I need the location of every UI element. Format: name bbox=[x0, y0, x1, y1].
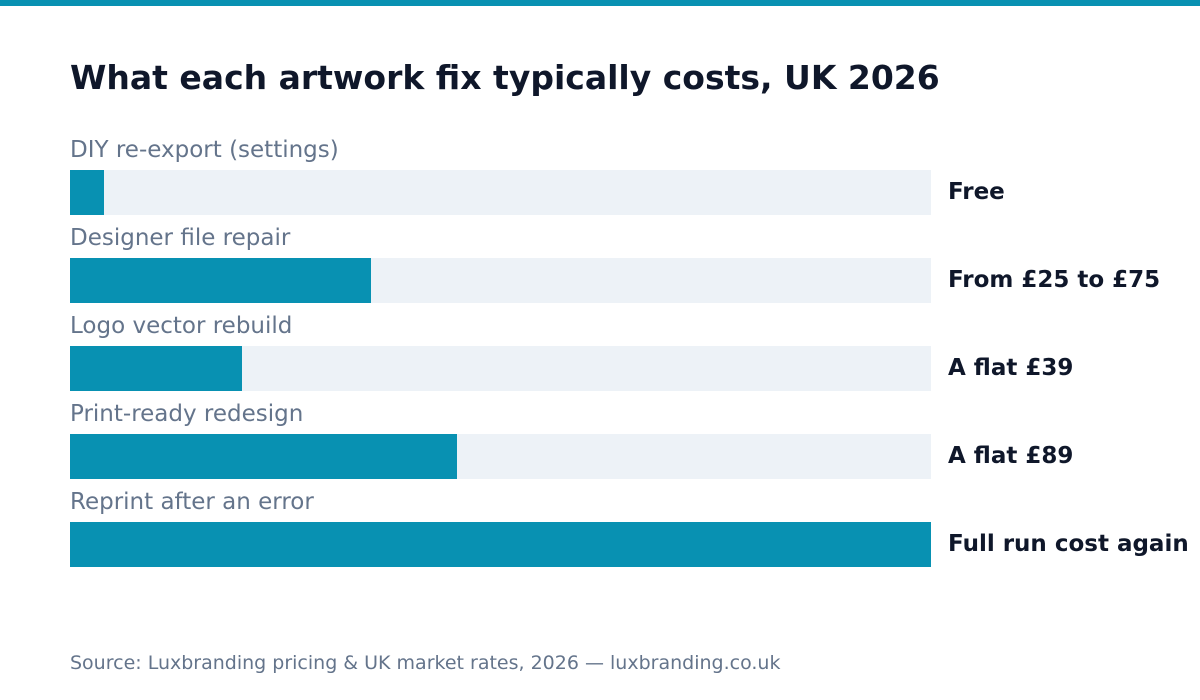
bar-chart: DIY re-export (settings) Free Designer f… bbox=[70, 132, 1200, 572]
bar-row: Reprint after an error Full run cost aga… bbox=[70, 484, 1200, 572]
chart-title: What each artwork fix typically costs, U… bbox=[70, 58, 940, 97]
category-label: Designer file repair bbox=[70, 225, 291, 251]
value-label: A flat £39 bbox=[948, 355, 1074, 381]
category-label: Reprint after an error bbox=[70, 489, 314, 515]
value-label: Free bbox=[948, 179, 1005, 205]
category-label: Logo vector rebuild bbox=[70, 313, 293, 339]
bar bbox=[70, 434, 457, 479]
category-label: Print-ready redesign bbox=[70, 401, 304, 427]
value-label: Full run cost again bbox=[948, 531, 1189, 557]
bar-row: DIY re-export (settings) Free bbox=[70, 132, 1200, 220]
bar-row: Logo vector rebuild A flat £39 bbox=[70, 308, 1200, 396]
bar-row: Print-ready redesign A flat £89 bbox=[70, 396, 1200, 484]
top-accent-rule bbox=[0, 0, 1200, 6]
bar bbox=[70, 170, 104, 215]
source-note: Source: Luxbranding pricing & UK market … bbox=[70, 652, 781, 674]
bar-track bbox=[70, 346, 931, 391]
value-label: A flat £89 bbox=[948, 443, 1074, 469]
bar bbox=[70, 346, 242, 391]
bar-track bbox=[70, 434, 931, 479]
bar bbox=[70, 522, 931, 567]
bar bbox=[70, 258, 371, 303]
bar-row: Designer file repair From £25 to £75 bbox=[70, 220, 1200, 308]
value-label: From £25 to £75 bbox=[948, 267, 1161, 293]
bar-track bbox=[70, 170, 931, 215]
category-label: DIY re-export (settings) bbox=[70, 137, 339, 163]
bar-track bbox=[70, 258, 931, 303]
bar-track bbox=[70, 522, 931, 567]
